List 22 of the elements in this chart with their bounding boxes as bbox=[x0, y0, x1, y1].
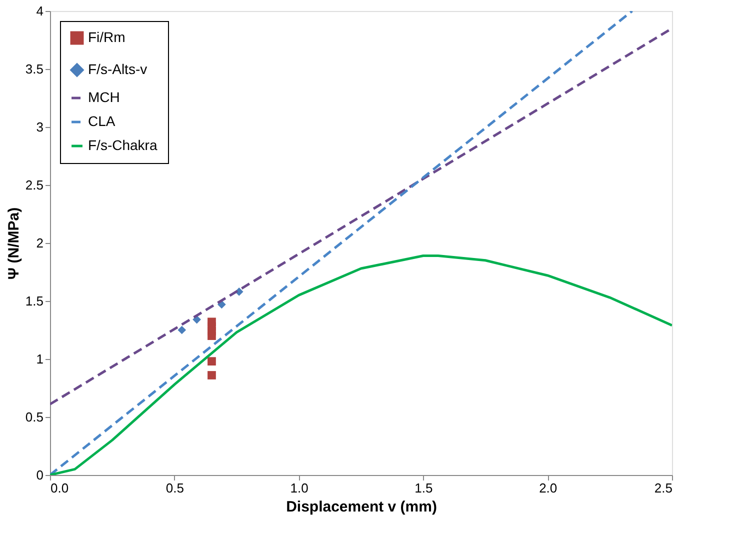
y-tick-label: 2.5 bbox=[25, 178, 44, 192]
x-tick-label: 2.5 bbox=[654, 480, 672, 496]
x-tick-label: 0.0 bbox=[50, 480, 69, 496]
x-axis-title: Displacement v (mm) bbox=[286, 498, 437, 516]
x-tick-label: 2.0 bbox=[539, 480, 558, 496]
legend-label: F/s-Chakra bbox=[88, 137, 158, 153]
y-tick-label: 2 bbox=[36, 236, 44, 250]
legend-label: F/s-Alts-v bbox=[88, 61, 148, 77]
legend-label: MCH bbox=[88, 89, 120, 105]
legend-label: CLA bbox=[88, 113, 116, 129]
x-tick-label: 1.0 bbox=[290, 480, 308, 496]
y-tick-label: 1.5 bbox=[25, 294, 44, 308]
y-tick-label: 4 bbox=[36, 4, 44, 18]
y-tick-label: 1 bbox=[36, 352, 44, 366]
x-tick-label: 0.5 bbox=[166, 480, 184, 496]
y-axis-title: Ψ (N/MPa) bbox=[5, 207, 22, 280]
x-tick-label: 1.5 bbox=[414, 480, 433, 496]
y-tick-label: 0 bbox=[36, 468, 44, 482]
y-tick-label: 0.5 bbox=[25, 410, 44, 424]
y-tick-label: 3 bbox=[36, 120, 44, 134]
y-tick-label: 3.5 bbox=[25, 62, 44, 76]
legend-label: Fi/Rm bbox=[88, 29, 126, 45]
